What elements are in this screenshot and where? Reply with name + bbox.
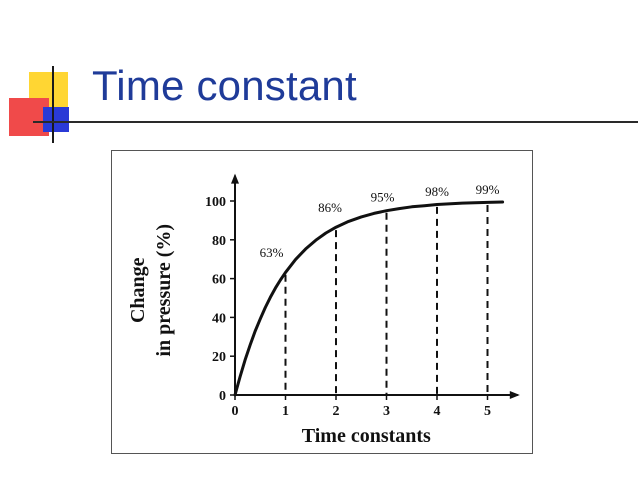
y-tick-label: 20 [212,350,226,365]
x-tick-label: 5 [484,404,491,419]
y-axis-arrow [231,173,239,184]
marker-percent-label: 95% [371,190,395,205]
labels-group: Time constants Change in pressure (%) 63% 86… [127,182,500,447]
time-constant-chart: 0 20 40 60 80 100 0 1 2 3 4 5 Time constants Change i… [127,173,520,447]
marker-dashes-group [284,204,489,395]
marker-percent-label: 99% [476,182,500,197]
chart-figure: 0 20 40 60 80 100 0 1 2 3 4 5 Time constants Change i… [111,150,533,454]
exponential-curve [233,200,505,397]
x-tick-label: 3 [383,404,390,419]
y-tick-label: 40 [212,311,226,326]
y-tick-label: 60 [212,273,226,288]
x-tick-label: 2 [333,404,340,419]
decor-blue-square [43,107,69,132]
x-axis-label: Time constants [302,425,431,447]
marker-percent-label: 86% [318,200,342,215]
y-tick-label: 100 [205,195,226,210]
y-axis-label-line1: Change [127,257,149,323]
x-tick-label: 1 [282,404,289,419]
marker-percent-label: 98% [425,184,449,199]
x-tick-label: 4 [434,404,441,419]
curve-group [233,200,505,397]
axes-group: 0 20 40 60 80 100 0 1 2 3 4 5 [205,173,520,419]
y-tick-label: 0 [219,389,226,404]
decor-vertical-rule [52,66,54,143]
marker-percent-label: 63% [260,245,284,260]
y-axis-label-line2: in pressure (%) [153,224,175,357]
x-axis-arrow [509,391,520,399]
x-tick-label: 0 [232,404,239,419]
slide-title: Time constant [92,62,357,109]
decor-red-square [9,98,49,136]
title-underline-rule [33,121,638,123]
y-tick-label: 80 [212,234,226,249]
